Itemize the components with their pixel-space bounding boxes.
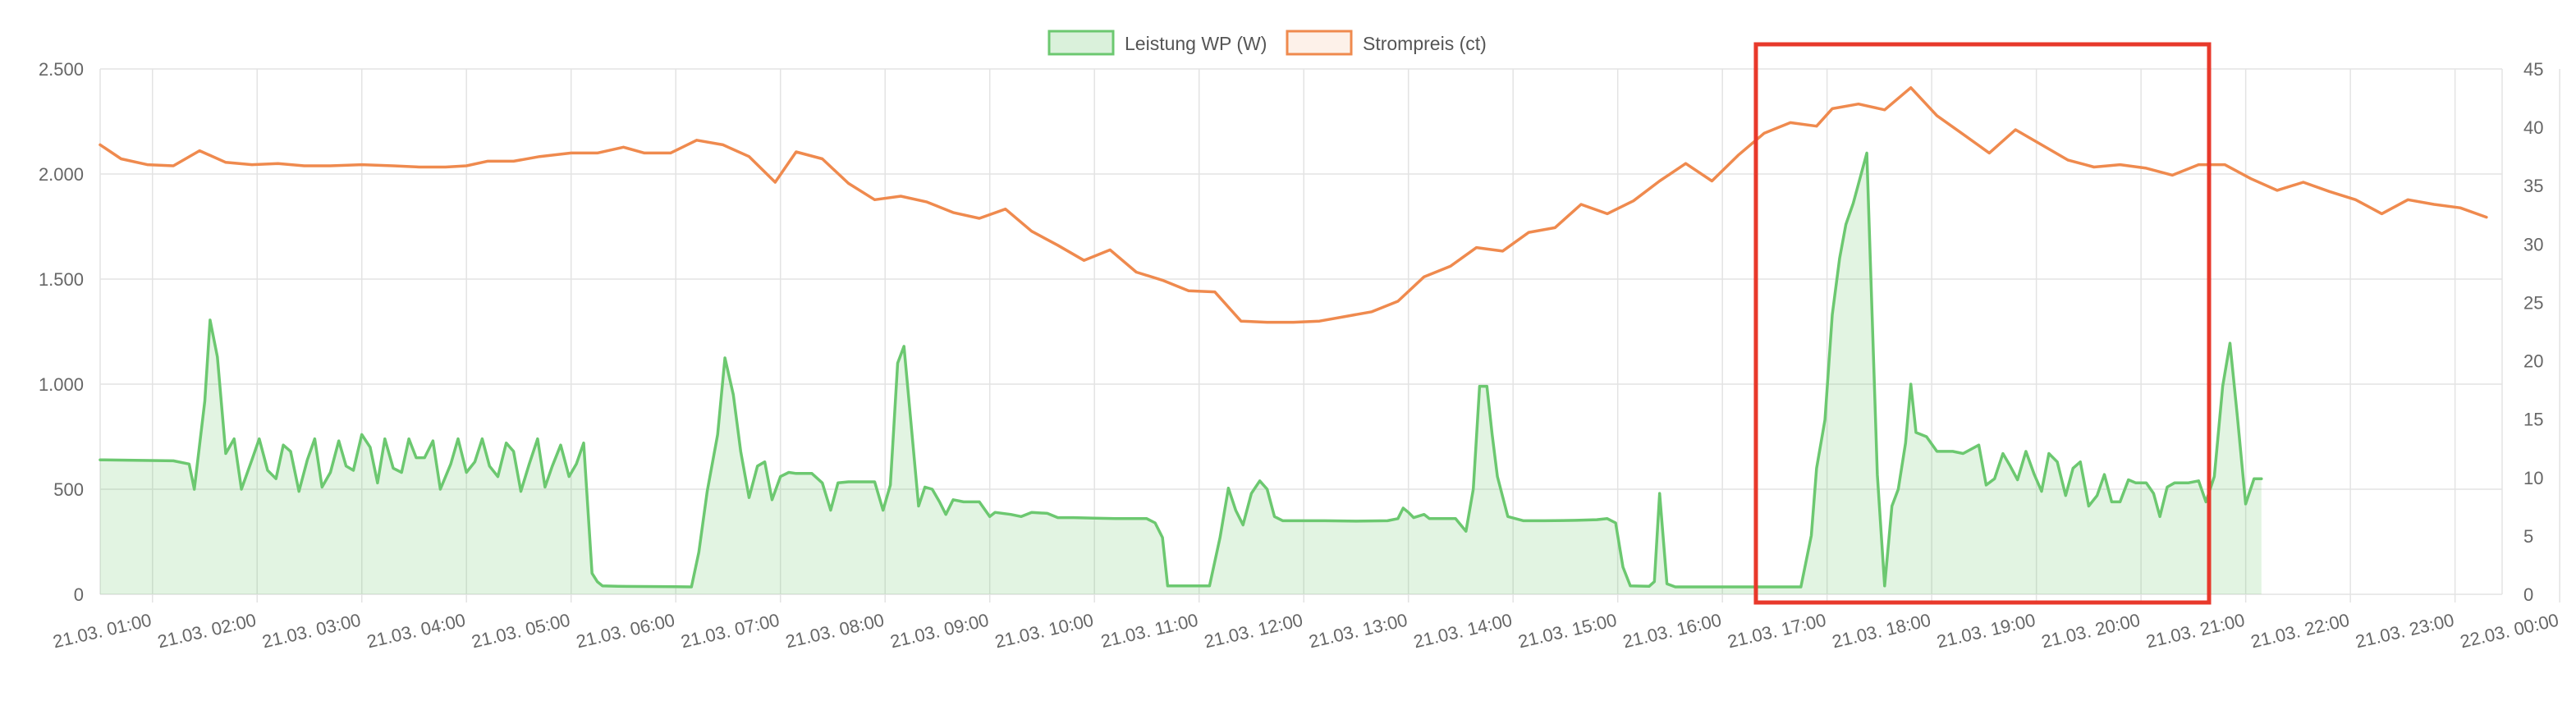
legend-label-strompreis[interactable]: Strompreis (ct): [1363, 33, 1487, 54]
x-tick-label: 22.03. 00:00: [2458, 610, 2560, 653]
y-right-tick-label: 35: [2523, 176, 2543, 196]
x-axis-ticks: 21.03. 01:00 21.03. 02:00 21.03. 03:00 21.0…: [51, 610, 2560, 653]
series-area-fill: [100, 153, 2262, 594]
grid-lines: [99, 68, 2560, 602]
highlight-annotation: [1753, 42, 2212, 605]
y-right-tick-label: 0: [2523, 584, 2533, 605]
x-tick-label: 21.03. 18:00: [1830, 610, 1932, 653]
y-left-tick-label: 1.000: [39, 374, 84, 395]
x-tick-label: 21.03. 02:00: [156, 610, 259, 653]
x-tick-label: 21.03. 12:00: [1202, 610, 1304, 653]
y-right-tick-label: 25: [2523, 292, 2543, 313]
y-left-tick-label: 2.000: [39, 164, 84, 185]
y-right-tick-label: 20: [2523, 351, 2543, 372]
series-line-leistung: [99, 151, 2263, 589]
x-tick-label: 21.03. 13:00: [1307, 610, 1409, 653]
x-tick-label: 21.03. 07:00: [679, 610, 782, 653]
x-tick-label: 21.03. 14:00: [1411, 610, 1514, 653]
right-y-axis-ticks: 0 5 10 15 20 25 30 35 40 45: [2523, 59, 2543, 605]
x-tick-label: 21.03. 06:00: [575, 610, 677, 653]
x-tick-label: 21.03. 21:00: [2144, 610, 2247, 653]
y-right-tick-label: 45: [2523, 59, 2543, 80]
x-tick-label: 21.03. 05:00: [470, 610, 572, 653]
y-right-tick-label: 40: [2523, 117, 2543, 138]
y-right-tick-label: 5: [2523, 526, 2533, 547]
x-tick-label: 21.03. 23:00: [2354, 610, 2456, 653]
x-tick-label: 21.03. 04:00: [365, 610, 468, 653]
x-tick-label: 21.03. 01:00: [51, 610, 154, 653]
y-left-tick-label: 2.500: [39, 59, 84, 80]
legend-label-leistung[interactable]: Leistung WP (W): [1125, 33, 1267, 54]
x-tick-label: 21.03. 19:00: [1935, 610, 2037, 653]
y-right-tick-label: 30: [2523, 234, 2543, 254]
x-tick-label: 21.03. 17:00: [1726, 610, 1828, 653]
x-tick-label: 21.03. 22:00: [2248, 610, 2351, 653]
left-y-axis-ticks: 0 500 1.000 1.500 2.000 2.500: [39, 59, 84, 605]
legend[interactable]: Leistung WP (W) Strompreis (ct): [1047, 30, 1487, 56]
x-tick-label: 21.03. 20:00: [2039, 610, 2142, 653]
legend-swatch-strompreis: [1286, 30, 1353, 56]
x-tick-label: 21.03. 08:00: [784, 610, 887, 653]
x-tick-label: 21.03. 11:00: [1099, 610, 1200, 653]
x-tick-label: 21.03. 10:00: [992, 610, 1095, 653]
x-tick-label: 21.03. 15:00: [1516, 610, 1619, 653]
data-series: [99, 86, 2488, 594]
series-line-strompreis: [99, 86, 2488, 324]
x-tick-label: 21.03. 16:00: [1620, 610, 1723, 653]
legend-swatch-leistung: [1047, 30, 1115, 56]
highlight-box: [1753, 42, 2212, 605]
y-left-tick-label: 0: [74, 584, 84, 605]
y-left-tick-label: 500: [53, 479, 84, 500]
y-right-tick-label: 10: [2523, 468, 2543, 488]
x-tick-label: 21.03. 09:00: [888, 610, 991, 653]
x-tick-label: 21.03. 03:00: [260, 610, 363, 653]
y-right-tick-label: 15: [2523, 410, 2543, 430]
y-left-tick-label: 1.500: [39, 269, 84, 290]
